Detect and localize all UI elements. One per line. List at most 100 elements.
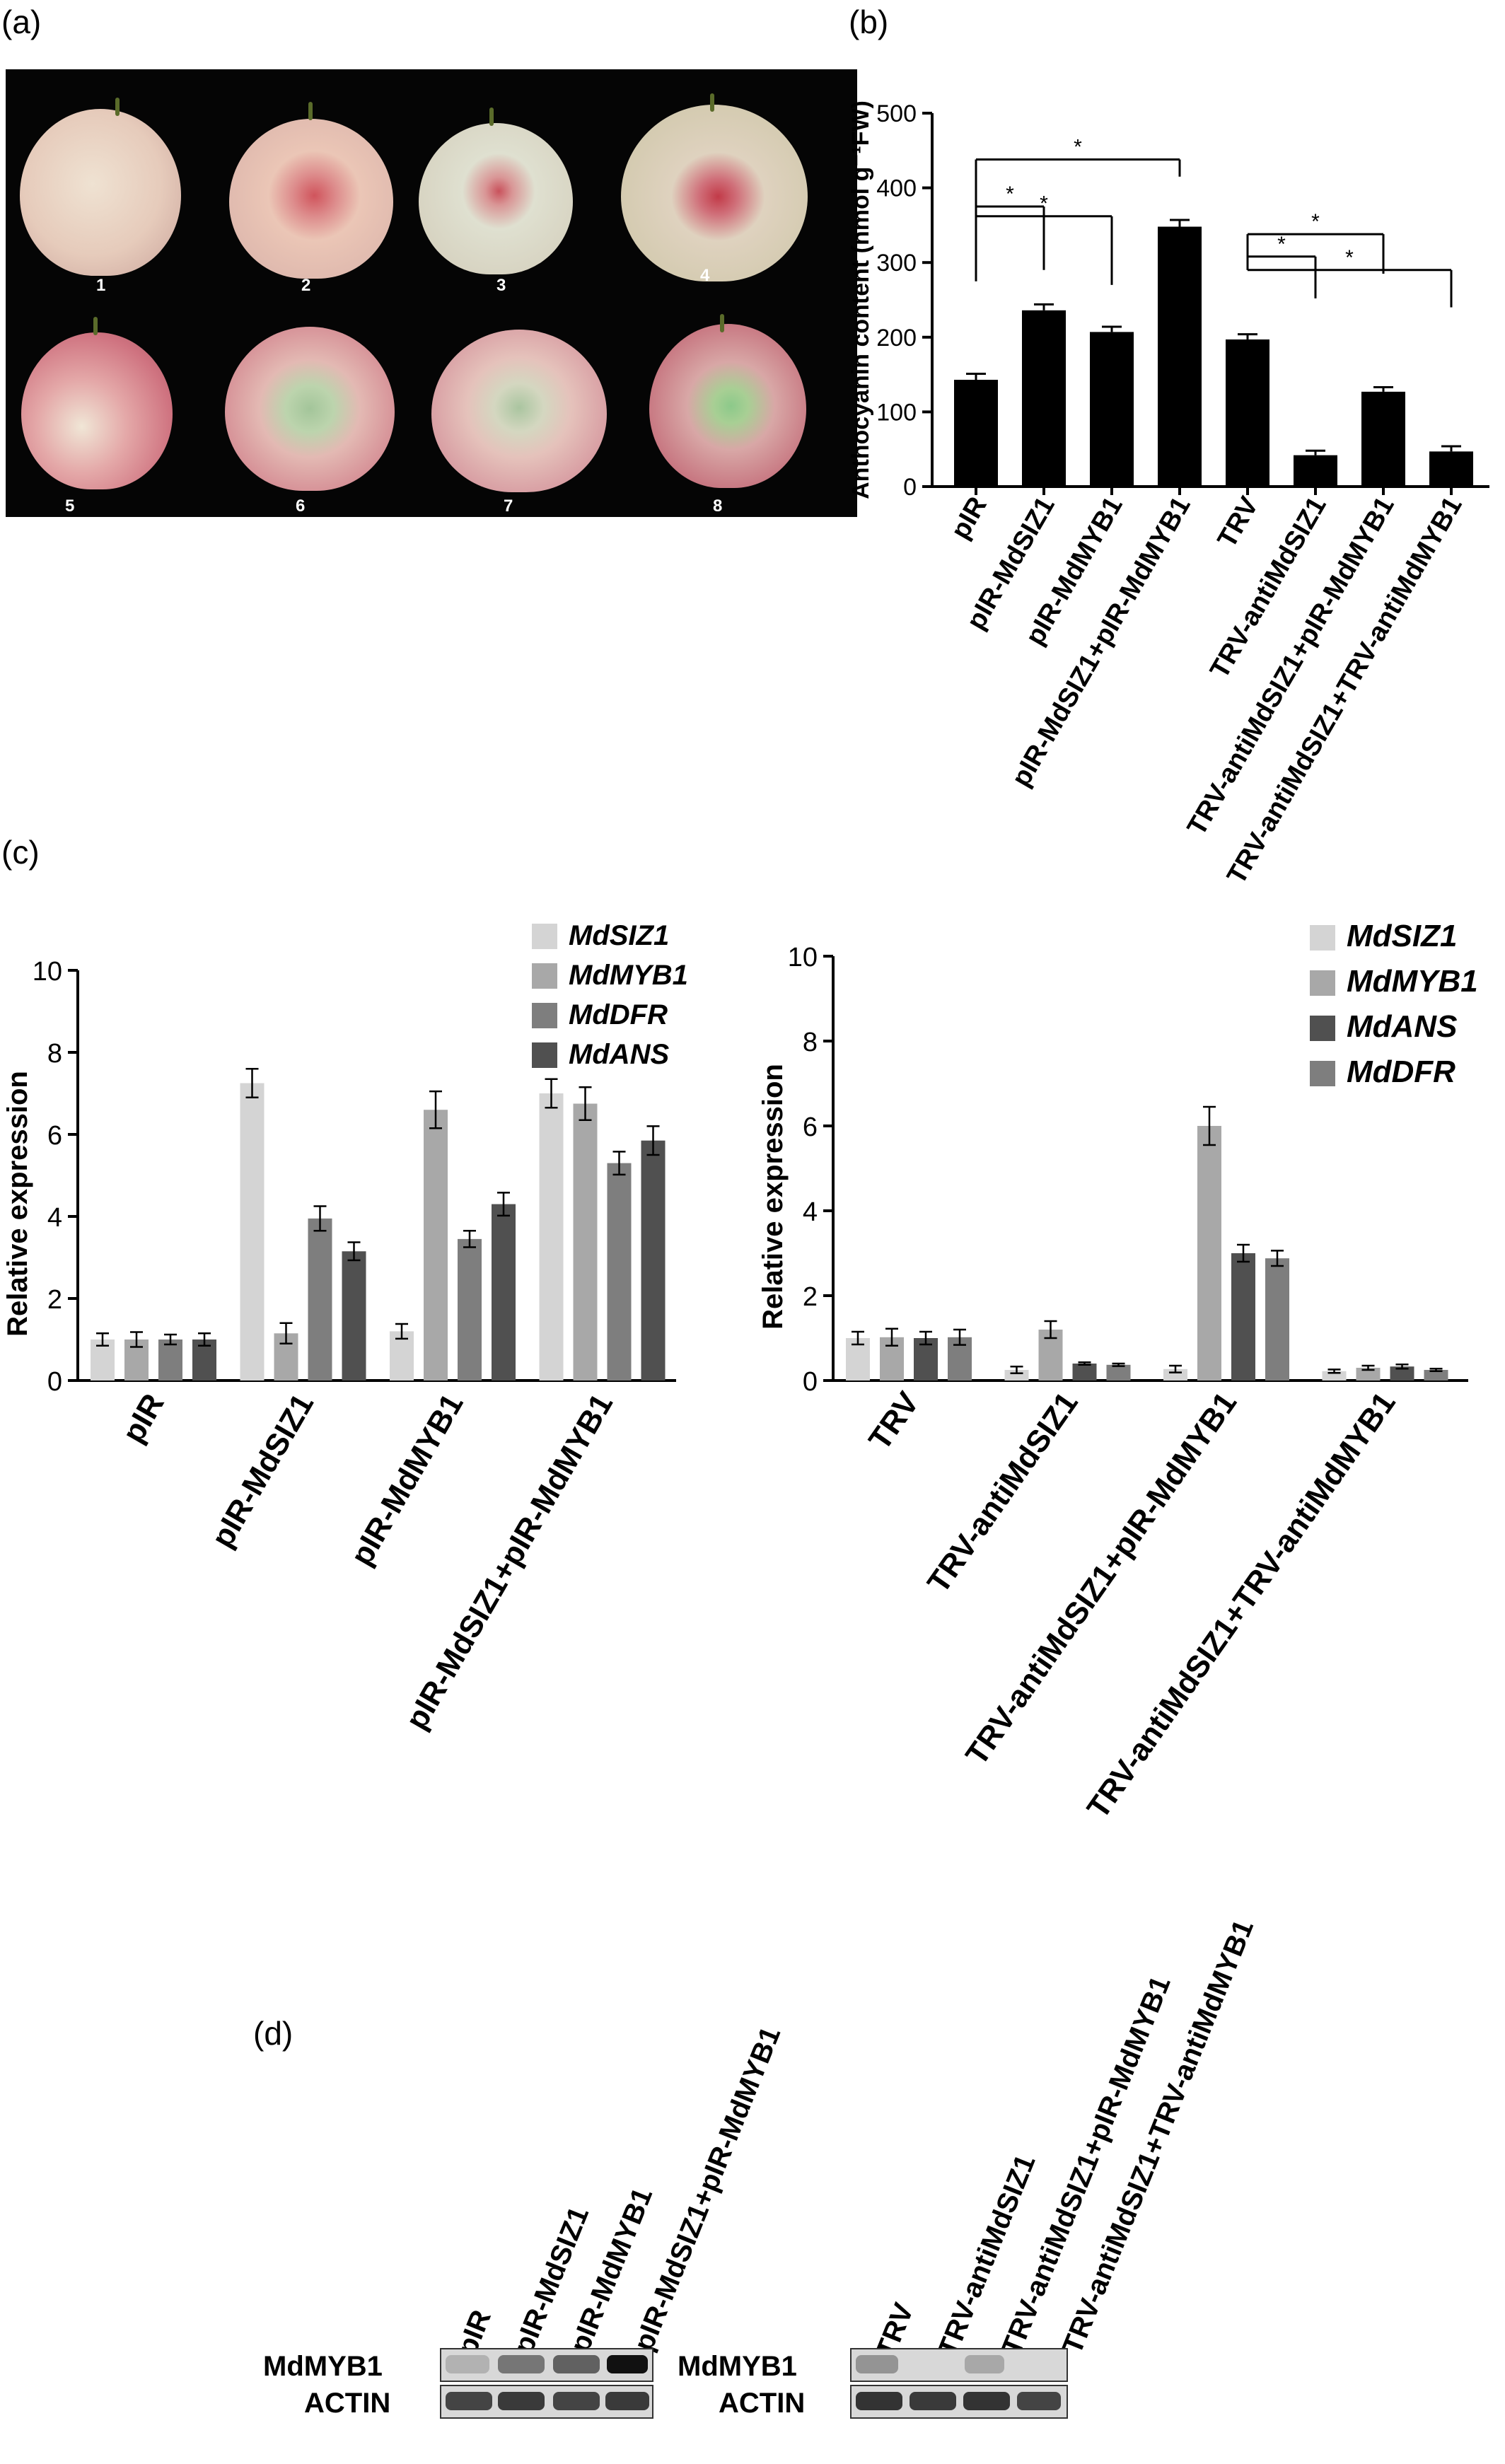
x-tick-label: TRV	[1212, 492, 1265, 553]
blot-strip-actin-left	[440, 2385, 653, 2419]
legend-swatch	[1310, 1061, 1335, 1086]
apple-stem	[93, 317, 98, 335]
apple-photo: 1 2 3 4 5 6 7 8	[6, 69, 857, 517]
apple-number-3: 3	[496, 276, 506, 295]
apple-stem	[115, 98, 120, 116]
blot-row-label-mdmyb1: MdMYB1	[678, 2351, 797, 2382]
bar	[1429, 451, 1473, 487]
significance-marker: *	[1006, 182, 1014, 206]
apple-number-8: 8	[713, 496, 723, 516]
panel-label-a: (a)	[1, 4, 42, 40]
bar	[1322, 1371, 1347, 1381]
apple-image-7	[431, 330, 607, 492]
apple-number-4: 4	[700, 266, 710, 285]
bar	[1158, 226, 1202, 487]
bar	[158, 1339, 182, 1381]
legend-swatch	[1310, 925, 1335, 951]
x-tick-label: pIR-MdMYB1	[344, 1388, 470, 1571]
blot-row-label-mdmyb1: MdMYB1	[263, 2351, 383, 2382]
y-tick-label: 8	[803, 1028, 818, 1057]
bar	[1072, 1364, 1097, 1381]
y-tick-label: 500	[876, 100, 917, 127]
bar	[124, 1339, 149, 1381]
x-tick-label: TRV-antiMdSIZ1	[921, 1386, 1085, 1600]
x-tick-label: TRV-antiMdSIZ1+pIR-MdMYB1	[959, 1386, 1243, 1772]
apple-stem	[489, 107, 494, 126]
bar	[846, 1338, 870, 1381]
apple-stem	[710, 93, 714, 112]
blot-band	[856, 2355, 898, 2373]
bar	[274, 1333, 298, 1381]
y-tick-label: 0	[903, 474, 917, 501]
bar	[539, 1093, 564, 1381]
blot-band	[553, 2392, 600, 2410]
blot-band	[856, 2392, 902, 2410]
blot-band	[498, 2355, 545, 2373]
bar	[192, 1339, 216, 1381]
blot-strip-mdmyb1-left	[440, 2348, 653, 2382]
legend-label: MdDFR	[1347, 1054, 1455, 1089]
blot-lane-label: pIR-MdSIZ1+pIR-MdMYB1	[628, 2022, 787, 2356]
y-tick-label: 6	[803, 1112, 818, 1142]
apple-image-5	[21, 332, 173, 489]
x-tick-label: TRV	[862, 1385, 926, 1456]
blot-row-label-actin: ACTIN	[304, 2388, 391, 2419]
blot-strip-mdmyb1-right	[850, 2348, 1068, 2382]
bar	[880, 1337, 904, 1381]
blot-band	[446, 2392, 492, 2410]
apple-number-6: 6	[296, 496, 306, 516]
bar	[1356, 1368, 1381, 1381]
apple-stem	[308, 102, 313, 120]
blot-band	[607, 2355, 648, 2373]
y-tick-label: 400	[876, 175, 917, 202]
blot-band	[498, 2392, 545, 2410]
y-tick-label: 300	[876, 250, 917, 277]
apple-image-4	[621, 105, 808, 281]
bar	[240, 1083, 265, 1381]
legend-swatch	[532, 1042, 557, 1068]
bar	[1361, 391, 1405, 487]
blot-strip-actin-right	[850, 2385, 1068, 2419]
x-tick-label: pIR-MdMYB1	[1020, 492, 1129, 651]
bar	[390, 1331, 414, 1381]
bar	[1424, 1370, 1448, 1381]
y-tick-label: 8	[47, 1039, 62, 1069]
apple-image-2	[229, 119, 393, 279]
bar	[1197, 1126, 1221, 1381]
x-tick-label: TRV-antiMdSIZ1+TRV-antiMdMYB1	[1221, 492, 1468, 890]
significance-marker: *	[1277, 233, 1286, 256]
y-axis-label: Relative expression	[2, 1071, 33, 1337]
legend-swatch	[532, 963, 557, 989]
x-tick-label: pIR	[946, 492, 993, 545]
apple-image-8	[649, 324, 806, 488]
legend-swatch	[532, 1003, 557, 1028]
y-tick-label: 0	[47, 1367, 62, 1397]
legend-swatch	[1310, 970, 1335, 996]
blot-band	[605, 2392, 649, 2410]
legend-label: MdANS	[1347, 1009, 1457, 1044]
bar	[458, 1238, 482, 1381]
legend-label: MdANS	[569, 1039, 670, 1070]
legend-swatch	[532, 924, 557, 949]
blot-band	[910, 2392, 956, 2410]
bar	[1231, 1253, 1255, 1381]
apple-number-7: 7	[504, 496, 513, 516]
significance-marker: *	[1345, 246, 1354, 269]
significance-marker: *	[1074, 135, 1082, 158]
y-tick-label: 100	[876, 399, 917, 426]
y-tick-label: 6	[47, 1121, 62, 1151]
bar	[914, 1338, 938, 1381]
x-tick-label: pIR-MdSIZ1+pIR-MdMYB1	[1006, 492, 1197, 792]
apple-image-3	[419, 123, 573, 274]
bar	[948, 1337, 972, 1381]
apple-number-2: 2	[301, 276, 311, 295]
blot-band	[446, 2355, 489, 2373]
panel-label-b: (b)	[849, 4, 889, 40]
y-tick-label: 2	[803, 1282, 818, 1312]
bar	[1265, 1258, 1289, 1381]
legend-label: MdSIZ1	[569, 920, 669, 951]
apple-number-1: 1	[96, 276, 106, 295]
blot-band	[1017, 2392, 1061, 2410]
apple-image-6	[225, 327, 395, 491]
bar	[1294, 455, 1337, 487]
